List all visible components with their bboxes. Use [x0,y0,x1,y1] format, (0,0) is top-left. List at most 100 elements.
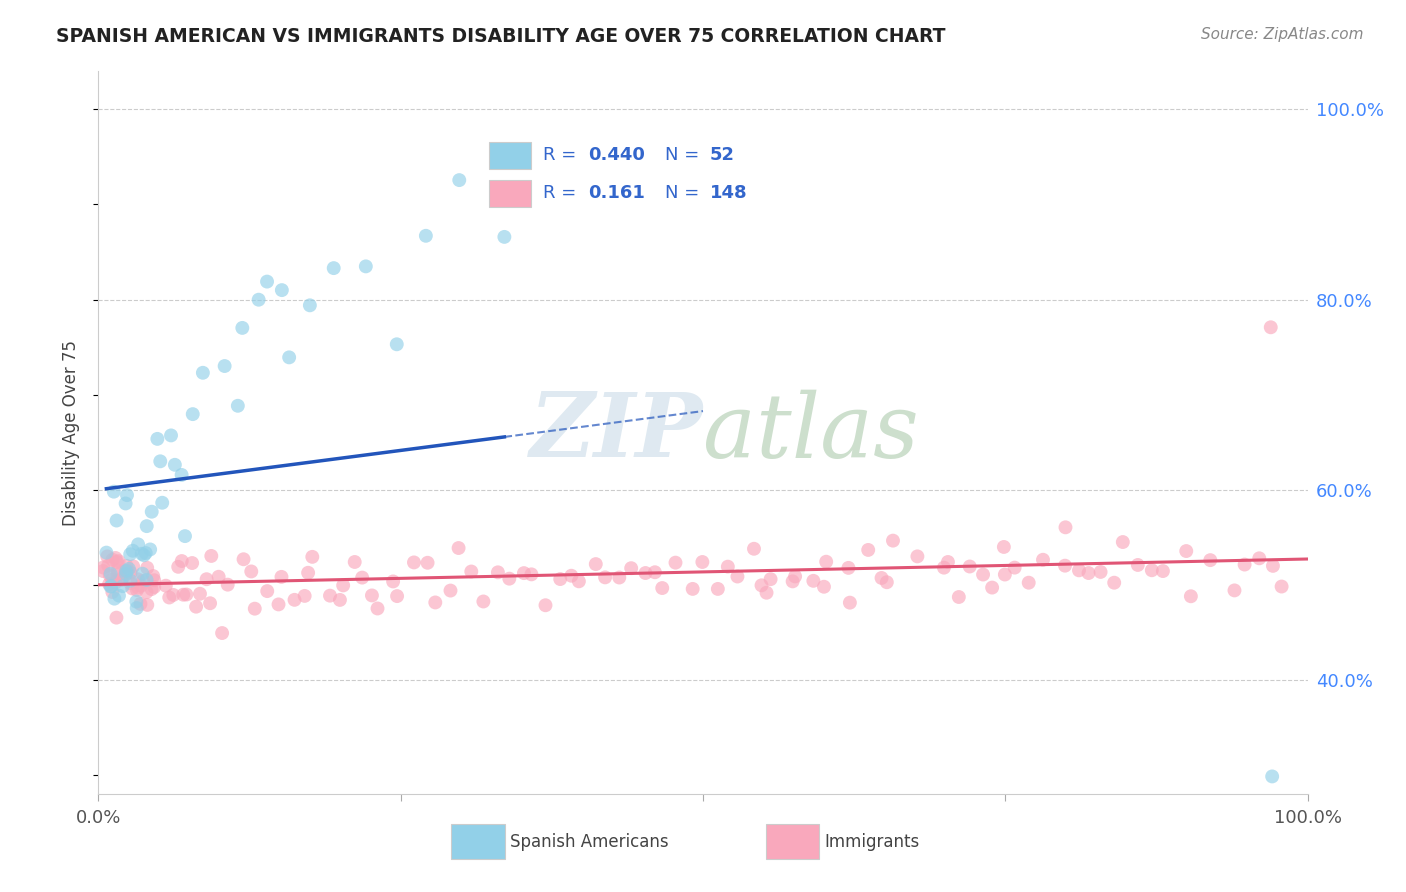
Point [1054,520,1077,534]
Point [1271,580,1294,594]
Point [1261,558,1284,573]
Point [1077,566,1099,580]
Point [155,579,177,593]
Point [170,554,193,568]
Point [472,594,495,608]
Point [131,566,153,581]
Point [198,596,221,610]
Point [439,583,461,598]
Point [217,577,239,591]
Point [191,366,214,380]
Point [200,549,222,563]
Point [129,579,152,593]
Point [107,554,129,568]
Point [297,566,319,580]
Point [136,561,159,575]
Point [994,567,1017,582]
Point [425,595,447,609]
Point [136,598,159,612]
Point [125,583,148,598]
Point [127,581,149,595]
Point [301,549,323,564]
Point [319,589,342,603]
Point [486,566,509,580]
Point [585,557,607,571]
FancyBboxPatch shape [451,824,505,859]
Point [332,578,354,592]
Point [959,559,981,574]
Point [755,585,778,599]
Text: Immigrants: Immigrants [824,832,920,851]
Point [121,543,143,558]
Point [132,574,155,588]
Point [343,555,366,569]
Point [120,576,142,591]
Point [717,559,740,574]
Point [129,597,152,611]
Point [1180,589,1202,603]
Point [520,567,543,582]
Point [707,582,730,596]
Point [188,587,211,601]
Point [972,567,994,582]
Point [132,548,155,562]
Point [115,488,138,502]
Point [162,588,184,602]
Text: atlas: atlas [703,389,918,476]
Point [143,573,166,587]
Point [1249,551,1271,566]
Point [932,560,955,574]
Point [127,537,149,551]
Point [1090,565,1112,579]
Point [120,547,142,561]
Point [115,564,138,578]
Point [141,505,163,519]
Point [607,570,630,584]
Point [114,566,136,580]
Y-axis label: Disability Age Over 75: Disability Age Over 75 [62,340,80,525]
Point [100,580,122,594]
Point [121,582,143,596]
Point [1199,553,1222,567]
Point [163,458,186,472]
Point [1004,560,1026,574]
Point [447,541,470,555]
Point [352,571,374,585]
Point [135,585,157,599]
Point [651,581,673,595]
Point [115,558,138,573]
Point [751,578,773,592]
Point [107,567,129,582]
Point [620,561,643,575]
Point [382,574,405,589]
Point [108,589,131,603]
Point [184,599,207,614]
Point [125,601,148,615]
Point [105,514,128,528]
Point [801,574,824,588]
Point [354,260,377,274]
Point [115,566,138,581]
Point [494,230,516,244]
Point [267,598,290,612]
Point [256,275,278,289]
Point [1261,769,1284,783]
Point [815,555,838,569]
Point [294,589,316,603]
Point [513,566,536,581]
Point [1018,575,1040,590]
Point [283,592,305,607]
Point [782,574,804,589]
Text: SPANISH AMERICAN VS IMMIGRANTS DISABILITY AGE OVER 75 CORRELATION CHART: SPANISH AMERICAN VS IMMIGRANTS DISABILIT… [56,27,946,45]
Point [101,573,124,587]
Point [449,173,471,187]
Point [111,579,134,593]
Point [117,564,139,578]
Point [125,594,148,608]
Text: ZIP: ZIP [530,390,703,475]
Point [560,568,582,582]
Point [498,572,520,586]
Point [97,558,120,573]
Point [593,570,616,584]
Point [1032,553,1054,567]
